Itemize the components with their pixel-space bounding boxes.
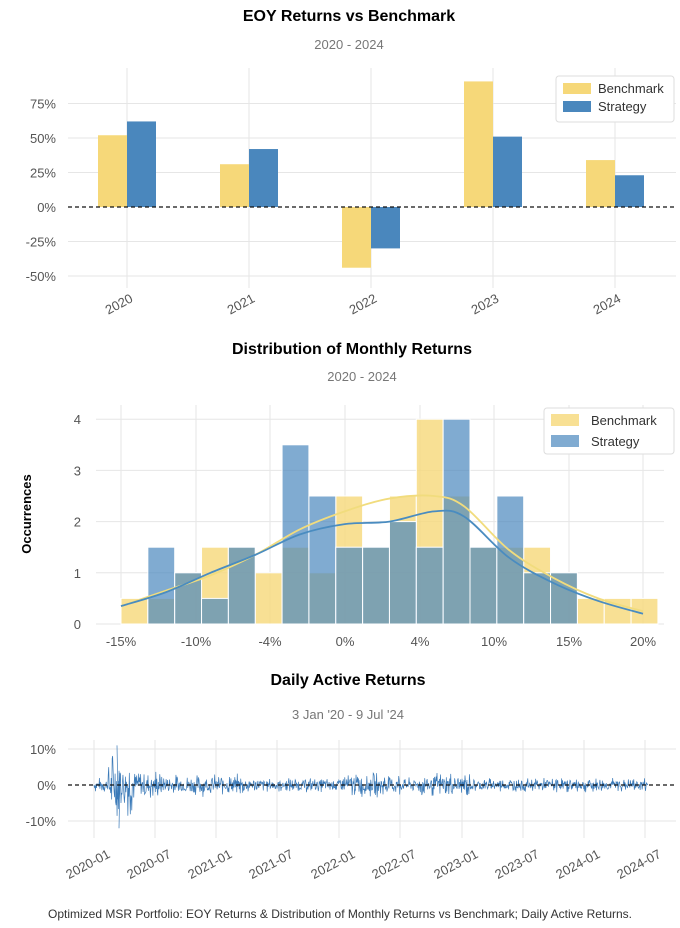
dist-ticks: 0 1 2 3 4 -15% -10% -4% 0% 4% 10% 15% 20% — [74, 412, 657, 649]
dist-ylabel: Occurrences — [19, 474, 34, 554]
dist-bar-strategy — [496, 495, 525, 625]
dist-bar-benchmark — [254, 572, 283, 625]
daily-xtick-label: 2021-01 — [185, 846, 234, 882]
dist-bar-strategy — [362, 546, 390, 625]
daily-xtick-label: 2023-07 — [492, 846, 541, 882]
eoy-legend-swatch-benchmark — [563, 83, 591, 94]
dist-ytick-label: 4 — [74, 412, 81, 427]
dist-bar-strategy — [469, 546, 498, 625]
dist-legend-swatch-strategy — [551, 435, 579, 447]
eoy-bar-benchmark-2022 — [342, 207, 371, 268]
dist-legend-label-strategy: Strategy — [591, 434, 640, 449]
daily-subtitle: 3 Jan '20 - 9 Jul '24 — [292, 707, 404, 722]
eoy-bar-strategy-2022 — [371, 207, 400, 249]
eoy-legend-label-strategy: Strategy — [598, 99, 647, 114]
daily-xtick-label: 2024-07 — [614, 846, 663, 882]
daily-series — [68, 745, 676, 829]
figure-caption: Optimized MSR Portfolio: EOY Returns & D… — [48, 907, 632, 921]
dist-xtick-label: -10% — [181, 634, 212, 649]
daily-xtick-label: 2020-01 — [63, 846, 112, 882]
daily-xtick-label: 2022-01 — [308, 846, 357, 882]
monthly-distribution-chart: Distribution of Monthly Returns 2020 - 2… — [19, 341, 675, 649]
eoy-xtick-label: 2021 — [225, 291, 258, 318]
daily-xtick-label: 2022-07 — [369, 846, 418, 882]
daily-xtick-label: 2020-07 — [124, 846, 173, 882]
eoy-bar-benchmark-2020 — [98, 135, 127, 207]
dist-ytick-label: 2 — [74, 515, 81, 530]
eoy-bar-benchmark-2024 — [586, 160, 615, 207]
dist-bar-strategy — [281, 444, 310, 625]
daily-ytick-label: 10% — [30, 742, 56, 757]
eoy-bars — [68, 81, 676, 268]
dist-xtick-label: 4% — [411, 634, 430, 649]
dist-kde-strategy — [120, 509, 644, 615]
daily-ticks: -10% 0% 10% 2020-01 2020-07 2021-01 2021-07 202… — [26, 742, 664, 882]
daily-active-line — [93, 745, 649, 829]
eoy-bar-benchmark-2021 — [220, 164, 249, 207]
eoy-xtick-label: 2024 — [591, 291, 624, 318]
daily-ytick-label: 0% — [37, 778, 56, 793]
eoy-legend-label-benchmark: Benchmark — [598, 81, 664, 96]
dist-kde-lines — [120, 494, 644, 615]
dist-bar-strategy — [201, 597, 229, 625]
dist-xtick-label: 20% — [630, 634, 656, 649]
eoy-bar-strategy-2020 — [127, 121, 156, 207]
dist-xtick-label: 15% — [556, 634, 582, 649]
eoy-xtick-label: 2020 — [103, 291, 136, 318]
eoy-legend-swatch-strategy — [563, 101, 591, 112]
eoy-title: EOY Returns vs Benchmark — [243, 8, 455, 25]
dist-xtick-label: -15% — [106, 634, 137, 649]
dist-bar-strategy — [415, 546, 444, 625]
daily-grid — [68, 740, 676, 838]
dist-ytick-label: 0 — [74, 617, 81, 632]
eoy-returns-chart: EOY Returns vs Benchmark 2020 - 2024 -50… — [26, 8, 676, 317]
dist-ytick-label: 1 — [74, 566, 81, 581]
dist-xtick-label: 10% — [481, 634, 507, 649]
dist-subtitle: 2020 - 2024 — [327, 369, 396, 384]
dist-legend-label-benchmark: Benchmark — [591, 413, 657, 428]
eoy-ytick-label: -25% — [26, 235, 57, 250]
eoy-subtitle: 2020 - 2024 — [314, 37, 383, 52]
eoy-xtick-label: 2022 — [347, 291, 380, 318]
dist-bar-strategy — [550, 572, 578, 625]
daily-xtick-label: 2021-07 — [246, 846, 295, 882]
dist-bar-strategy — [308, 495, 337, 625]
eoy-xtick-label: 2023 — [469, 291, 502, 318]
eoy-bar-strategy-2023 — [493, 136, 522, 207]
daily-xtick-label: 2023-01 — [431, 846, 480, 882]
eoy-ytick-label: -50% — [26, 269, 57, 284]
dist-xtick-label: -4% — [258, 634, 282, 649]
dist-legend: Benchmark Strategy — [543, 407, 675, 455]
eoy-bar-strategy-2021 — [249, 149, 278, 207]
daily-xtick-label: 2024-01 — [553, 846, 602, 882]
dist-bar-strategy — [388, 521, 417, 625]
dist-bar-strategy — [227, 546, 256, 625]
dist-title: Distribution of Monthly Returns — [232, 341, 472, 358]
eoy-ytick-label: 50% — [30, 131, 56, 146]
eoy-legend: Benchmark Strategy — [555, 75, 675, 123]
eoy-ytick-label: 0% — [37, 200, 56, 215]
eoy-bar-strategy-2024 — [615, 175, 644, 207]
daily-active-returns-chart: Daily Active Returns 3 Jan '20 - 9 Jul '… — [26, 672, 676, 882]
dist-xtick-label: 0% — [336, 634, 355, 649]
dist-bar-strategy — [147, 546, 176, 625]
dist-bar-strategy — [442, 418, 471, 625]
dist-bar-benchmark — [630, 597, 659, 625]
daily-title: Daily Active Returns — [270, 672, 425, 689]
dist-bars — [120, 418, 659, 625]
dist-legend-swatch-benchmark — [551, 414, 579, 426]
eoy-ytick-label: 75% — [30, 97, 56, 112]
eoy-bar-benchmark-2023 — [464, 81, 493, 207]
daily-ytick-label: -10% — [26, 814, 57, 829]
dist-bar-strategy — [335, 546, 364, 625]
dist-ytick-label: 3 — [74, 463, 81, 478]
dist-kde-benchmark — [120, 494, 644, 613]
eoy-ytick-label: 25% — [30, 166, 56, 181]
dist-bar-benchmark — [576, 597, 605, 625]
